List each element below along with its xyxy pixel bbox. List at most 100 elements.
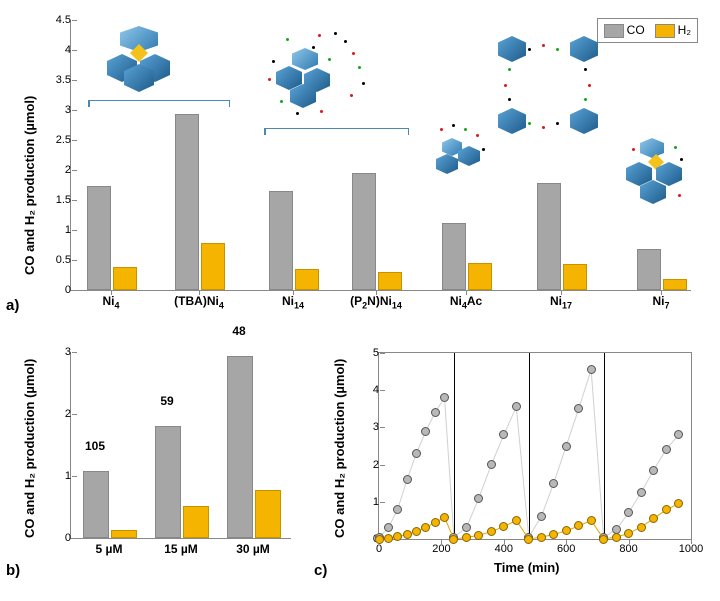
- x-tick-label: 200: [432, 539, 450, 555]
- bar-h2: [111, 530, 137, 538]
- data-point: [499, 430, 508, 439]
- y-tick: 4: [43, 44, 71, 56]
- data-point: [462, 523, 471, 532]
- legend: CO H₂: [597, 18, 698, 43]
- panel-a-plot: 00.511.522.533.544.5Ni4(TBA)Ni4Ni14(P2N)…: [70, 20, 691, 291]
- data-point: [421, 523, 430, 532]
- data-point: [412, 527, 421, 536]
- data-point: [412, 449, 421, 458]
- data-point: [431, 518, 440, 527]
- data-point: [474, 494, 483, 503]
- data-point: [524, 535, 533, 544]
- y-tick: 2: [351, 459, 379, 471]
- data-point: [537, 512, 546, 521]
- y-tick: 1: [351, 496, 379, 508]
- data-point: [662, 445, 671, 454]
- data-point: [512, 402, 521, 411]
- bar-h2: [468, 263, 492, 290]
- data-point: [562, 526, 571, 535]
- data-point: [599, 535, 608, 544]
- y-tick: 1.5: [43, 194, 71, 206]
- bar-h2: [201, 243, 225, 290]
- data-point: [393, 505, 402, 514]
- data-point: [512, 516, 521, 525]
- bar-top-value: 48: [232, 324, 245, 340]
- y-tick: 2: [43, 164, 71, 176]
- y-tick: 3: [43, 104, 71, 116]
- data-point: [440, 513, 449, 522]
- data-point: [662, 505, 671, 514]
- data-point: [587, 365, 596, 374]
- bar-h2: [295, 269, 319, 290]
- data-point: [574, 404, 583, 413]
- data-point: [487, 460, 496, 469]
- data-point: [549, 530, 558, 539]
- bar-h2: [378, 272, 402, 290]
- bar-co: [155, 426, 181, 538]
- bar-h2: [113, 267, 137, 290]
- bracket-ni14: [264, 128, 409, 135]
- data-point: [403, 475, 412, 484]
- data-point: [499, 522, 508, 531]
- bar-co: [442, 223, 466, 290]
- bar-co: [269, 191, 293, 290]
- group-label: 5 µM: [96, 538, 123, 556]
- y-tick: 4: [351, 384, 379, 396]
- data-point: [487, 527, 496, 536]
- data-point: [393, 532, 402, 541]
- data-point: [637, 523, 646, 532]
- bar-co: [175, 114, 199, 290]
- data-point: [449, 535, 458, 544]
- bar-co: [637, 249, 661, 290]
- legend-co: CO: [604, 23, 645, 38]
- data-point: [384, 534, 393, 543]
- data-point: [624, 529, 633, 538]
- y-tick: 0: [43, 284, 71, 296]
- y-tick: 4.5: [43, 14, 71, 26]
- legend-h2: H₂: [655, 23, 691, 38]
- y-tick: 2: [43, 408, 71, 420]
- group-label: 30 µM: [236, 538, 270, 556]
- x-tick-label: 1000: [679, 539, 703, 555]
- bar-co: [352, 173, 376, 290]
- x-tick-label: 800: [619, 539, 637, 555]
- data-point: [421, 427, 430, 436]
- bar-co: [537, 183, 561, 290]
- data-point: [574, 521, 583, 530]
- data-point: [649, 466, 658, 475]
- reset-line: [529, 353, 530, 539]
- data-point: [549, 479, 558, 488]
- panel-a-ylabel: CO and H₂ production (µmol): [22, 96, 37, 275]
- data-point: [624, 508, 633, 517]
- y-tick: 3.5: [43, 74, 71, 86]
- data-point: [649, 514, 658, 523]
- bar-co: [227, 356, 253, 538]
- panel-b-plot: 01235 µM10515 µM5930 µM48: [70, 352, 291, 539]
- x-tick-label: 400: [495, 539, 513, 555]
- bar-h2: [183, 506, 209, 538]
- x-tick-label: 600: [557, 539, 575, 555]
- bar-h2: [563, 264, 587, 290]
- data-point: [537, 533, 546, 542]
- bar-co: [87, 186, 111, 290]
- data-point: [674, 499, 683, 508]
- bar-co: [83, 471, 109, 538]
- data-point: [403, 530, 412, 539]
- data-point: [637, 488, 646, 497]
- data-point: [462, 533, 471, 542]
- reset-line: [604, 353, 605, 539]
- data-point: [375, 535, 384, 544]
- bar-h2: [255, 490, 281, 539]
- y-tick: 3: [351, 421, 379, 433]
- bar-top-value: 59: [160, 394, 173, 410]
- bracket-ni4: [88, 100, 230, 107]
- data-point: [674, 430, 683, 439]
- data-point: [440, 393, 449, 402]
- panel-c-ylabel: CO and H₂ production (µmol): [332, 359, 347, 538]
- y-tick: 5: [351, 347, 379, 359]
- panel-b-ylabel: CO and H₂ production (µmol): [22, 359, 37, 538]
- panel-c-letter: c): [314, 562, 327, 579]
- y-tick: 2.5: [43, 134, 71, 146]
- panel-c-xlabel: Time (min): [494, 560, 560, 575]
- panel-b-letter: b): [6, 562, 20, 579]
